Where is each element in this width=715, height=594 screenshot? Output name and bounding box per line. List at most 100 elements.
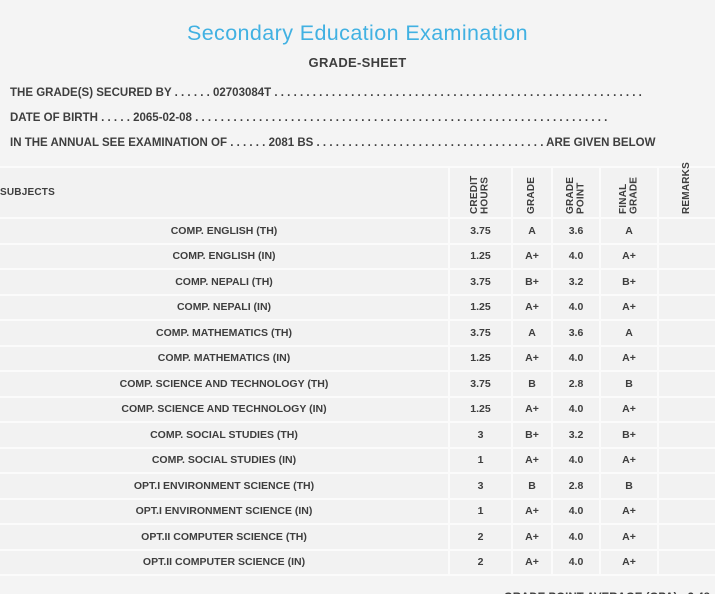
grade-point-cell: 4.0 xyxy=(552,294,601,321)
credit-hours-cell: 3.75 xyxy=(449,320,513,347)
final-grade-cell: B+ xyxy=(600,269,659,296)
grade-sheet-subtitle: GRADE-SHEET xyxy=(308,55,407,70)
col-header-credit-hours: CREDIT HOURS xyxy=(449,166,513,219)
final-grade-cell: A+ xyxy=(600,396,659,423)
grade-cell: A+ xyxy=(512,345,553,372)
grade-point-cell: 3.2 xyxy=(552,422,601,449)
grade-point-cell: 2.8 xyxy=(552,371,601,398)
table-row: COMP. NEPALI (TH) 3.75 B+ 3.2 B+ xyxy=(0,269,715,296)
final-grade-cell: A+ xyxy=(600,447,659,474)
subject-cell: COMP. NEPALI (TH) xyxy=(0,269,450,296)
grade-point-cell: 3.6 xyxy=(552,218,601,245)
remarks-cell xyxy=(658,396,715,423)
table-row: OPT.I ENVIRONMENT SCIENCE (TH) 3 B 2.8 B xyxy=(0,473,715,500)
table-row: OPT.I ENVIRONMENT SCIENCE (IN) 1 A+ 4.0 … xyxy=(0,498,715,525)
remarks-cell xyxy=(658,498,715,525)
grade-table-header-row: SUBJECTS CREDIT HOURS GRADE GRADE POINT … xyxy=(0,162,715,219)
info-suffix: ARE GIVEN BELOW . . . xyxy=(546,137,658,149)
dotted-fill: . . . . . . xyxy=(171,87,213,99)
grade-point-cell: 4.0 xyxy=(552,243,601,270)
grade-cell: B+ xyxy=(512,269,553,296)
grade-point-cell: 2.8 xyxy=(552,473,601,500)
table-row: COMP. SCIENCE AND TECHNOLOGY (IN) 1.25 A… xyxy=(0,396,715,423)
info-label: IN THE ANNUAL SEE EXAMINATION OF xyxy=(10,137,228,149)
col-header-grade: GRADE xyxy=(512,166,553,219)
table-row: OPT.II COMPUTER SCIENCE (IN) 2 A+ 4.0 A+ xyxy=(0,549,715,576)
grade-cell: A+ xyxy=(512,498,553,525)
dotted-fill: . . . . . . xyxy=(227,137,269,149)
final-grade-cell: A+ xyxy=(600,345,659,372)
grade-cell: A+ xyxy=(512,524,553,551)
final-grade-cell: B xyxy=(600,473,659,500)
table-row: COMP. SOCIAL STUDIES (TH) 3 B+ 3.2 B+ xyxy=(0,422,715,449)
table-row: COMP. SOCIAL STUDIES (IN) 1 A+ 4.0 A+ xyxy=(0,447,715,474)
grade-cell: A+ xyxy=(512,243,553,270)
info-line-examination-year: IN THE ANNUAL SEE EXAMINATION OF . . . .… xyxy=(10,131,658,156)
remarks-cell xyxy=(658,294,715,321)
subject-cell: COMP. MATHEMATICS (IN) xyxy=(0,345,450,372)
remarks-cell xyxy=(658,371,715,398)
dotted-fill: . . . . . xyxy=(97,112,134,124)
table-row: COMP. ENGLISH (IN) 1.25 A+ 4.0 A+ xyxy=(0,243,715,270)
subject-cell: COMP. SOCIAL STUDIES (TH) xyxy=(0,422,450,449)
subject-cell: COMP. SOCIAL STUDIES (IN) xyxy=(0,447,450,474)
grade-table: SUBJECTS CREDIT HOURS GRADE GRADE POINT … xyxy=(0,162,715,576)
final-grade-cell: B xyxy=(600,371,659,398)
grade-cell: A+ xyxy=(512,447,553,474)
remarks-cell xyxy=(658,524,715,551)
final-grade-cell: A xyxy=(600,218,659,245)
col-header-grade-point: GRADE POINT xyxy=(552,166,601,219)
subject-cell: COMP. ENGLISH (TH) xyxy=(0,218,450,245)
info-label: DATE OF BIRTH xyxy=(10,112,98,124)
grade-table-body: COMP. ENGLISH (TH) 3.75 A 3.6 A COMP. EN… xyxy=(0,218,715,576)
gpa-summary: GRADE POINT AVERAGE (GPA) : 3.48 xyxy=(0,592,715,594)
grade-point-cell: 4.0 xyxy=(552,447,601,474)
grade-cell: B xyxy=(512,371,553,398)
final-grade-cell: A xyxy=(600,320,659,347)
col-header-final-grade: FINAL GRADE xyxy=(600,166,659,219)
table-row: COMP. MATHEMATICS (TH) 3.75 A 3.6 A xyxy=(0,320,715,347)
subject-cell: COMP. NEPALI (IN) xyxy=(0,294,450,321)
remarks-cell xyxy=(658,549,715,576)
final-grade-cell: A+ xyxy=(600,549,659,576)
info-line-date-of-birth: DATE OF BIRTH . . . . . 2065-02-08 . . .… xyxy=(10,106,658,131)
dotted-fill: . . . . . . . . . . . . . . . . . . . . … xyxy=(313,137,547,149)
student-info-section: THE GRADE(S) SECURED BY . . . . . . 0270… xyxy=(0,81,658,156)
grade-cell: B xyxy=(512,473,553,500)
info-label: THE GRADE(S) SECURED BY xyxy=(10,87,172,99)
col-header-subjects: SUBJECTS xyxy=(0,166,450,219)
final-grade-cell: A+ xyxy=(600,294,659,321)
table-row: OPT.II COMPUTER SCIENCE (TH) 2 A+ 4.0 A+ xyxy=(0,524,715,551)
credit-hours-cell: 2 xyxy=(449,524,513,551)
page-title: Secondary Education Examination xyxy=(186,21,529,45)
credit-hours-cell: 3 xyxy=(449,473,513,500)
grade-cell: A+ xyxy=(512,396,553,423)
grade-cell: A+ xyxy=(512,294,553,321)
col-header-remarks: REMARKS xyxy=(658,162,715,219)
credit-hours-cell: 1.25 xyxy=(449,345,513,372)
subject-cell: COMP. MATHEMATICS (TH) xyxy=(0,320,450,347)
subject-cell: OPT.I ENVIRONMENT SCIENCE (TH) xyxy=(0,473,450,500)
credit-hours-cell: 2 xyxy=(449,549,513,576)
credit-hours-cell: 3.75 xyxy=(449,269,513,296)
gpa-label: GRADE POINT AVERAGE (GPA) : xyxy=(504,592,685,594)
info-line-grades-secured-by: THE GRADE(S) SECURED BY . . . . . . 0270… xyxy=(10,81,658,106)
grade-cell: A+ xyxy=(512,549,553,576)
table-row: COMP. MATHEMATICS (IN) 1.25 A+ 4.0 A+ xyxy=(0,345,715,372)
grade-point-cell: 3.2 xyxy=(552,269,601,296)
credit-hours-cell: 1 xyxy=(449,498,513,525)
symbol-number-value: 02703084T xyxy=(213,87,272,99)
dotted-fill: . . . . . . . . . . . . . . . . . . . . … xyxy=(191,112,608,124)
credit-hours-cell: 1.25 xyxy=(449,294,513,321)
grade-point-cell: 4.0 xyxy=(552,498,601,525)
grade-point-cell: 4.0 xyxy=(552,524,601,551)
subject-cell: OPT.II COMPUTER SCIENCE (TH) xyxy=(0,524,450,551)
grade-cell: B+ xyxy=(512,422,553,449)
grade-point-cell: 4.0 xyxy=(552,396,601,423)
grade-point-cell: 3.6 xyxy=(552,320,601,347)
final-grade-cell: A+ xyxy=(600,498,659,525)
credit-hours-cell: 1.25 xyxy=(449,396,513,423)
credit-hours-cell: 3.75 xyxy=(449,218,513,245)
remarks-cell xyxy=(658,422,715,449)
grade-point-cell: 4.0 xyxy=(552,345,601,372)
